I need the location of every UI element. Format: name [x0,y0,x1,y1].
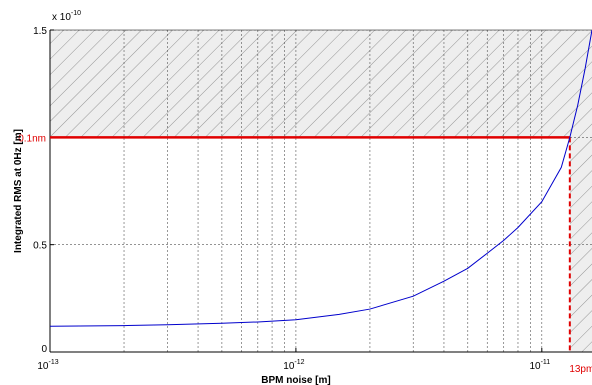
threshold-label-13pm: 13pm [569,364,592,375]
series-line [50,30,592,327]
y-multiplier-exponent: -10 [71,10,81,17]
hatched-regions [50,30,592,352]
grid [50,30,592,352]
hatched-region-right [569,30,592,352]
threshold-label-0.1nm: 0.1nm [18,133,46,144]
ticks: 0 0.5 1.5 10-13 10-12 10-11 [33,26,550,372]
x-tick-label: 10-13 [37,359,58,372]
y-tick-label: 0.5 [33,241,47,252]
x-tick-label: 10-12 [283,359,304,372]
x-axis-title: BPM noise [m] [261,375,330,385]
y-tick-label: 0 [41,344,47,355]
y-axis-title: Integrated RMS at 0Hz [m] [13,129,24,253]
x-tick-label: 10-11 [529,359,550,372]
hatched-region-top [50,30,592,138]
y-multiplier-label: x 10-10 [52,10,81,23]
y-tick-label: 1.5 [33,26,47,37]
y-multiplier-base: x 10 [52,12,71,23]
